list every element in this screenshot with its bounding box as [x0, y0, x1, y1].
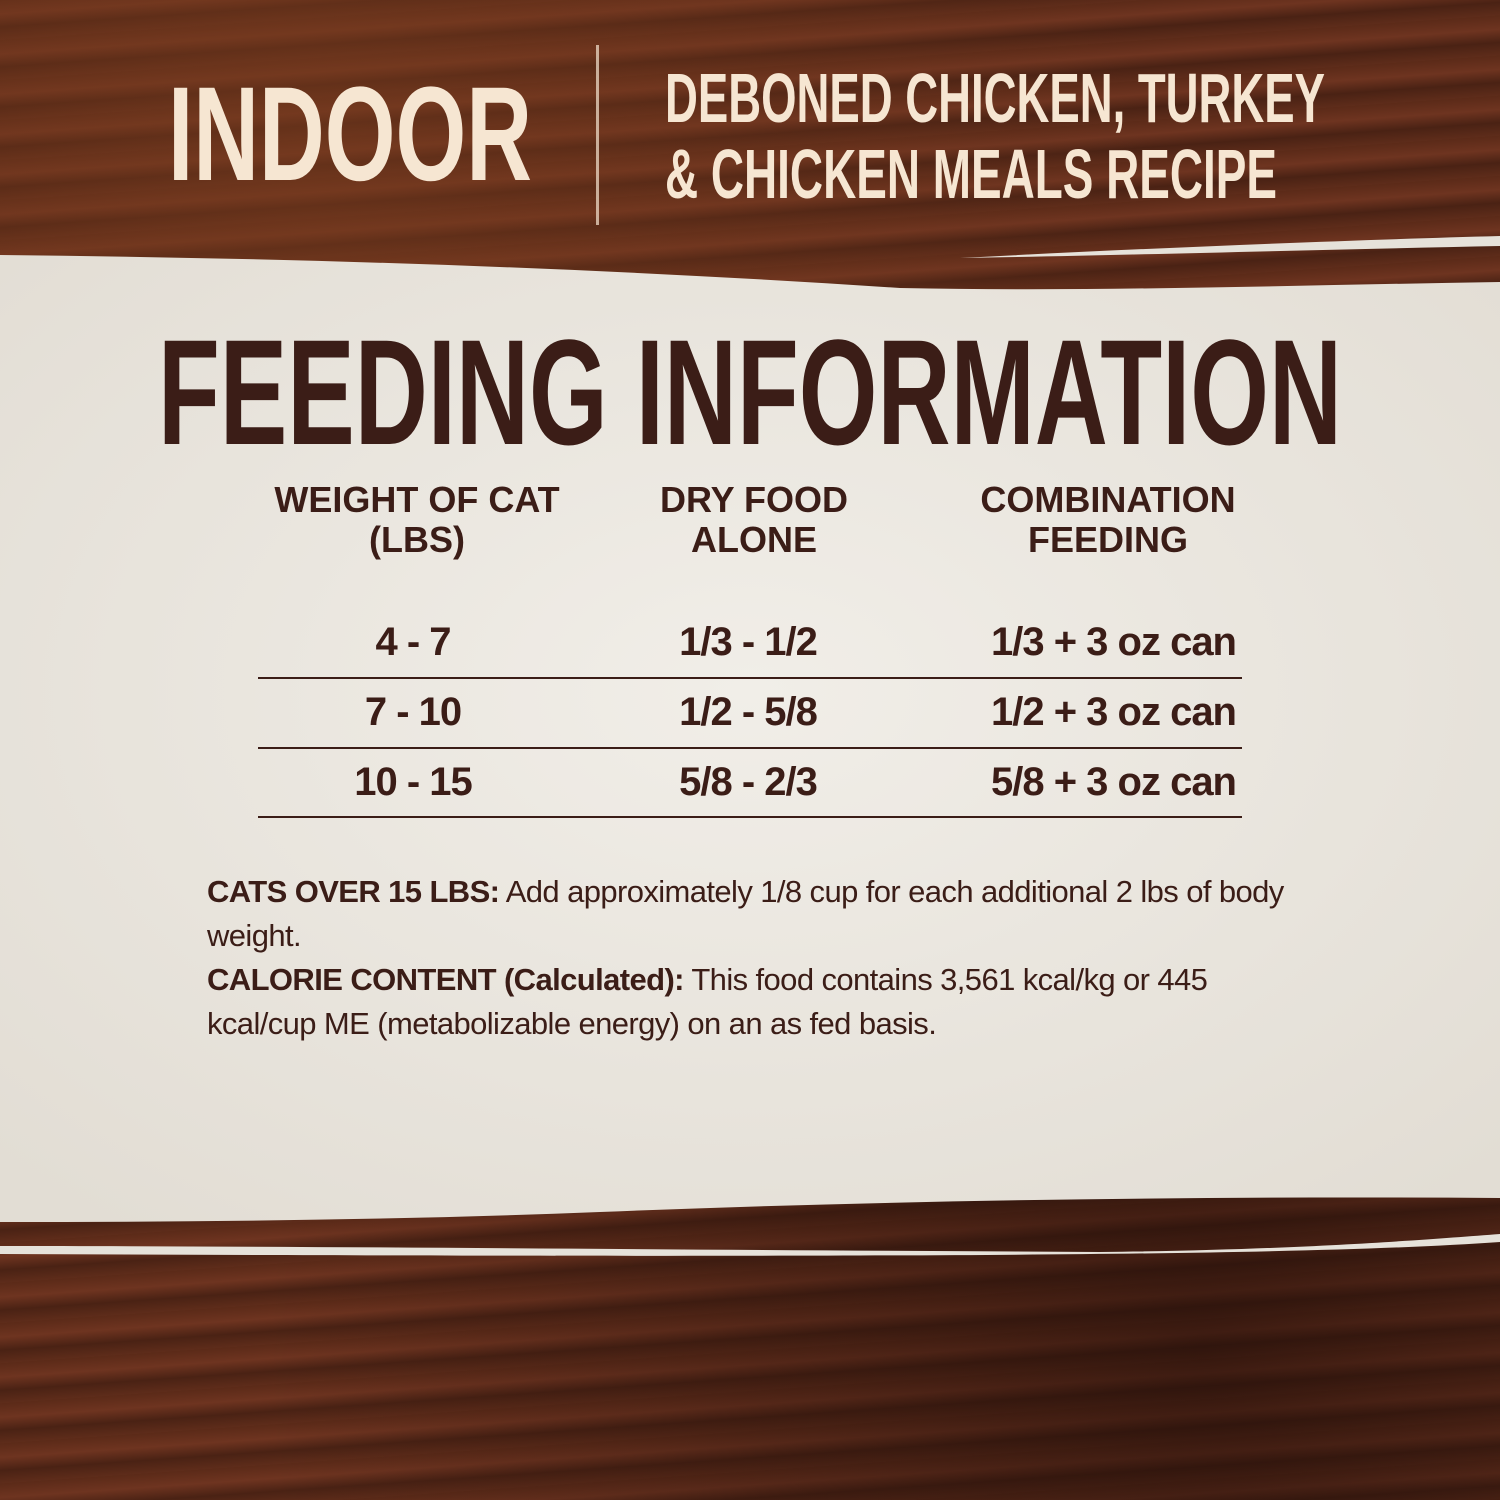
row-divider: [258, 677, 1242, 679]
table-cell: 4 - 7: [375, 620, 451, 664]
recipe-name: DEBONED CHICKEN, TURKEY & CHICKEN MEALS …: [665, 62, 1325, 212]
note-over-15: CATS OVER 15 LBS: Add approximately 1/8 …: [207, 874, 1284, 953]
feeding-notes: CATS OVER 15 LBS: Add approximately 1/8 …: [207, 870, 1287, 1046]
header-divider: [596, 45, 599, 225]
column-header-dry-food: DRY FOOD ALONE: [659, 479, 848, 560]
table-cell: 5/8 - 2/3: [679, 760, 818, 804]
variant-label: INDOOR: [168, 60, 532, 200]
table-cell: 1/3 - 1/2: [679, 620, 818, 664]
page-title: FEEDING INFORMATION: [158, 322, 1342, 457]
column-header-combination: COMBINATION FEEDING: [980, 479, 1236, 560]
table-cell: 5/8 + 3 oz can: [990, 760, 1237, 804]
svg-text:FEEDING INFORMATION: FEEDING INFORMATION: [158, 322, 1342, 457]
table-cell: 10 - 15: [354, 760, 473, 804]
note-calorie-content: CALORIE CONTENT (Calculated): This food …: [207, 962, 1208, 1041]
table-cell: 1/2 - 5/8: [679, 690, 818, 734]
row-divider: [258, 816, 1242, 818]
row-divider: [258, 747, 1242, 749]
table-cell: 1/2 + 3 oz can: [990, 690, 1237, 734]
svg-text:& CHICKEN MEALS RECIPE: & CHICKEN MEALS RECIPE: [665, 135, 1277, 212]
column-header-weight: WEIGHT OF CAT (LBS): [274, 479, 560, 560]
table-cell: 7 - 10: [364, 690, 462, 734]
svg-text:INDOOR: INDOOR: [168, 60, 532, 200]
table-cell: 1/3 + 3 oz can: [990, 620, 1237, 664]
svg-text:DEBONED CHICKEN, TURKEY: DEBONED CHICKEN, TURKEY: [665, 62, 1325, 137]
